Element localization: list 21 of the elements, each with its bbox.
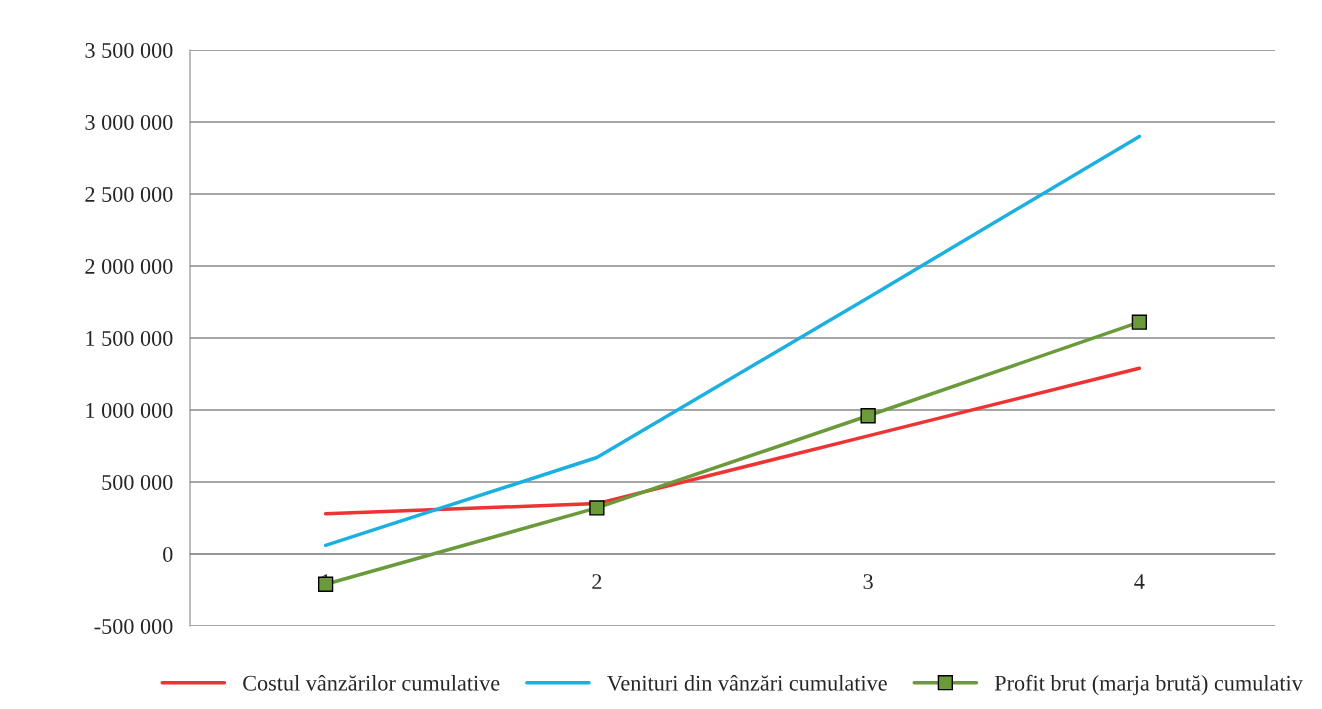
point (1131, 314, 1148, 330)
x-tick-label: 3 (863, 574, 873, 590)
y-tick-label: 3 000 000 (85, 114, 173, 130)
line-series (323, 366, 1142, 516)
y-tick-label: 0 (163, 546, 173, 562)
y-tick-label: 2 500 000 (85, 186, 173, 202)
y-tick-label: 1 500 000 (86, 330, 173, 346)
x-tick-label: 4 (1134, 574, 1145, 589)
legend-label: Venituri din vânzări cumulative (607, 674, 887, 691)
legend-label: Costul vânzărilor cumulative (243, 674, 500, 691)
point (589, 500, 605, 516)
y-tick-label: 3 500 000 (85, 42, 173, 58)
y-tick-label: 500 000 (102, 474, 173, 490)
point (317, 576, 334, 592)
y-tick-label: -500 000 (94, 618, 173, 634)
legend-label: Profit brut (marja brută) cumulativ (994, 674, 1303, 696)
point (860, 408, 876, 424)
y-tick-label: 1 000 000 (86, 402, 173, 418)
line-series (323, 134, 1142, 548)
y-tick-label: 2 000 000 (85, 258, 173, 274)
x-tick-label: 2 (592, 574, 602, 589)
